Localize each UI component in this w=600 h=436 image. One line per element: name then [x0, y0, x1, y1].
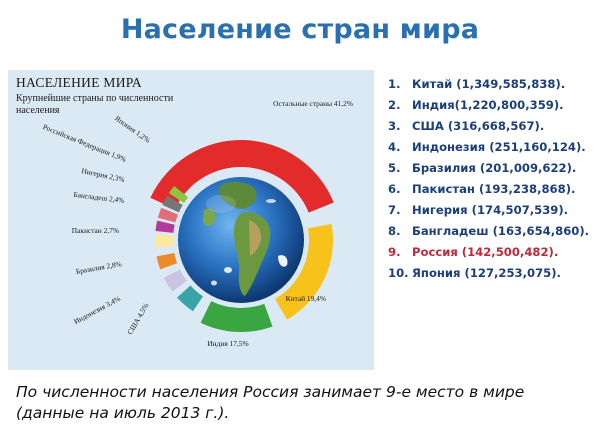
page-title: Население стран мира	[120, 14, 480, 45]
population-segment	[163, 269, 187, 292]
population-ranking-list: 1. Китай (1,349,585,838). 2. Индия(1,220,8…	[388, 76, 598, 286]
population-segment	[157, 207, 178, 223]
infographic-heading: НАСЕЛЕНИЕ МИРА	[16, 75, 142, 90]
population-segment	[162, 195, 183, 213]
ranking-item: 3. США (316,668,567).	[388, 119, 545, 133]
population-infographic: НАСЕЛЕНИЕ МИРА Крупнейшие страны по числ…	[8, 70, 374, 370]
population-segment	[275, 224, 333, 320]
segment-label: США 4,5%	[125, 301, 150, 336]
ranking-item: 6. Пакистан (193,238,868).	[388, 182, 576, 196]
ranking-item: 5. Бразилия (201,009,622).	[388, 161, 577, 175]
population-chart: Остальные страны 41,2% Китай 19,4% Индия 1…	[42, 99, 353, 348]
ranking-item-russia: 9. Россия (142,500,482).	[388, 245, 559, 259]
segment-label: Индонезия 3,4%	[72, 294, 122, 326]
ranking-item: 7. Нигерия (174,507,539).	[388, 203, 569, 217]
ranking-item: 1. Китай (1,349,585,838).	[388, 77, 566, 91]
ranking-item: 2. Индия(1,220,800,359).	[388, 98, 564, 112]
segment-label: Бангладеш 2,4%	[73, 190, 125, 205]
ranking-item: 4. Индонезия (251,160,124).	[388, 140, 586, 154]
population-segment	[155, 234, 174, 248]
ranking-item: 10. Япония (127,253,075).	[388, 266, 561, 280]
segment-label: Бразилия 2,8%	[75, 259, 122, 276]
segment-label: Китай 19,4%	[286, 294, 326, 303]
population-segment	[150, 140, 334, 213]
population-segment	[200, 301, 273, 333]
segment-label: Остальные страны 41,2%	[273, 99, 353, 108]
population-segment	[156, 252, 178, 270]
segment-label: Япония 1,2%	[113, 114, 152, 145]
population-segment	[177, 285, 203, 312]
segment-label: Российская Федерация 1,9%	[42, 122, 128, 164]
segment-label: Нигерия 2,3%	[81, 166, 126, 184]
footer-caption: По численности населения Россия занимает…	[16, 383, 525, 422]
segment-label: Пакистан 2,7%	[72, 226, 119, 235]
segment-label: Индия 17,5%	[207, 339, 248, 348]
ranking-item: 8. Бангладеш (163,654,860).	[388, 224, 590, 238]
globe-image	[178, 177, 304, 303]
population-segment	[168, 185, 189, 203]
infographic-subheading: Крупнейшие страны по численности населен…	[16, 93, 174, 116]
population-segment	[155, 220, 175, 233]
